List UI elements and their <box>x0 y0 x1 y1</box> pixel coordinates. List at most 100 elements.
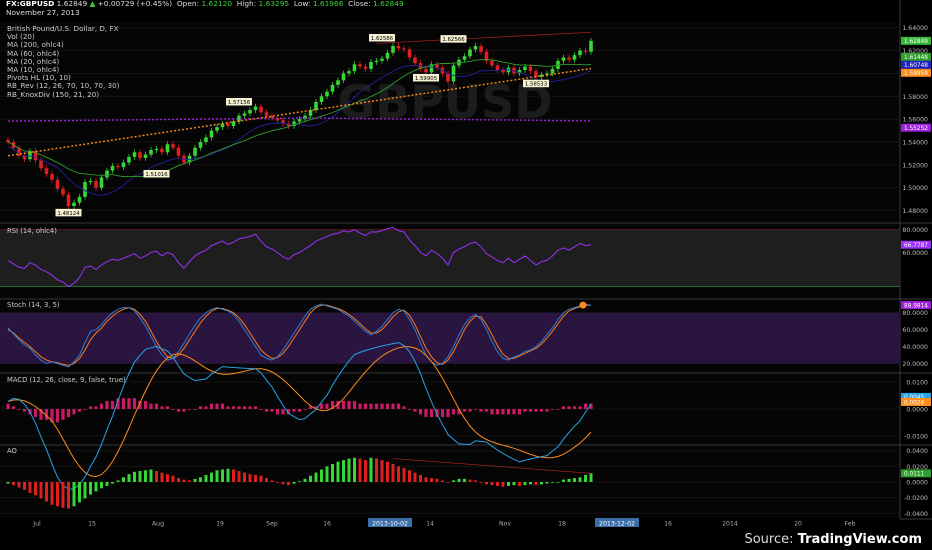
ao-bar <box>336 461 340 482</box>
price-last-value-tag: 1.62849 <box>904 39 928 45</box>
candle-body <box>270 115 274 118</box>
rsi-pane-title[interactable]: RSI (14, ohlc4) <box>7 227 57 235</box>
indicator-item[interactable]: RB_Rev (12, 26, 70, 10, 70, 30) <box>7 81 120 91</box>
ao-bar <box>386 461 389 482</box>
time-axis-bg <box>0 518 900 528</box>
macd-histogram-bar <box>534 409 538 412</box>
macd-histogram-bar <box>242 406 247 409</box>
price-tick-label: 1.54000 <box>902 140 928 147</box>
candle-body <box>308 110 313 116</box>
macd-pane-title[interactable]: MACD (12, 26, close, 9, false, true) <box>7 376 126 384</box>
candle-body <box>490 60 494 66</box>
pivot-label: 1.51016 <box>145 172 168 178</box>
ao-bar <box>501 482 505 487</box>
stoch-tick-label: 80.0000 <box>902 310 928 317</box>
ao-pane-title[interactable]: AO <box>7 447 17 455</box>
stoch-pane-title[interactable]: Stoch (14, 3, 5) <box>7 301 60 309</box>
price-tick-label: 1.56000 <box>902 117 928 124</box>
ao-bar <box>545 482 549 484</box>
candle-body <box>39 160 43 169</box>
ao-bar <box>331 464 334 482</box>
macd-histogram-bar <box>341 400 346 409</box>
macd-histogram-bar <box>204 406 208 409</box>
macd-histogram-bar <box>308 406 313 409</box>
rsi-tick-label: 60.0000 <box>902 250 928 257</box>
stoch-k-line <box>7 303 592 368</box>
pivot-label: 1.59905 <box>415 76 437 82</box>
ao-last-value-tag-bg <box>901 469 931 478</box>
ao-bar <box>474 480 477 482</box>
indicator-item[interactable]: Pivots HL (10, 10) <box>7 73 71 83</box>
indicator-item[interactable]: Vol (20) <box>7 32 35 42</box>
candle-body <box>143 154 148 158</box>
time-axis-label: 16 <box>323 521 331 528</box>
macd-histogram-bar <box>88 406 93 409</box>
macd-tick-label: 0.0100 <box>906 380 928 387</box>
ao-bar <box>100 482 103 489</box>
candle-body <box>231 121 236 126</box>
ao-bar <box>265 478 268 482</box>
indicator-item[interactable]: MA (60, ohlc4) <box>7 48 60 58</box>
macd-histogram-bar <box>39 409 43 420</box>
ao-bar <box>397 466 400 482</box>
indicator-item[interactable]: MA (20, ohlc4) <box>7 56 60 66</box>
ao-bar <box>67 482 70 509</box>
ao-bar <box>61 482 65 508</box>
open-value: 1.62120 <box>201 0 233 8</box>
pane-bg-main <box>0 22 900 222</box>
ao-bar <box>28 482 32 493</box>
symbol-header: FX:GBPUSD 1.62849 ▲ +0.00729 (+0.45%) Op… <box>6 0 404 17</box>
pivot-label: 1.48124 <box>57 211 80 217</box>
ma20-line <box>7 59 592 178</box>
ao-last-value-tag: 0.0111 <box>904 472 925 478</box>
macd-histogram-bar <box>457 409 461 415</box>
macd-histogram-bar <box>462 409 467 412</box>
macd-histogram-bar <box>385 403 390 409</box>
price-last-value-tag: 1.55252 <box>904 126 928 132</box>
candle-body <box>209 130 214 138</box>
macd-histogram-bar <box>561 406 566 409</box>
candle-body <box>396 46 401 49</box>
candle-body <box>297 119 302 122</box>
ao-bar <box>50 482 54 505</box>
open-label: Open: <box>176 0 200 8</box>
tradingview-brand[interactable]: TradingView.com <box>797 532 922 547</box>
macd-histogram-bar <box>6 403 10 409</box>
macd-histogram-bar <box>66 409 71 418</box>
macd-histogram-bar <box>347 400 351 409</box>
macd-histogram-bar <box>160 406 164 409</box>
ao-bar <box>358 458 362 482</box>
ao-bar <box>457 478 461 482</box>
macd-histogram-bar <box>99 403 104 409</box>
ao-bar <box>259 475 263 482</box>
ao-bar <box>166 474 169 482</box>
ao-bar <box>127 474 131 482</box>
ao-bar <box>204 474 208 482</box>
pivot-label-bg <box>440 35 467 43</box>
candle-body <box>66 194 71 206</box>
ao-bar <box>237 471 241 482</box>
candle-body <box>523 66 527 70</box>
ao-bar <box>375 458 378 482</box>
indicator-item[interactable]: RB_KnoxDiv (150, 21, 20) <box>7 89 100 99</box>
ao-bar <box>468 479 472 482</box>
ao-bar <box>485 482 488 485</box>
candle-body <box>385 52 390 59</box>
indicator-item[interactable]: MA (200, ohlc4) <box>7 40 64 50</box>
price-change: +0.00729 (+0.45%) <box>97 0 173 8</box>
ao-bar <box>518 482 521 486</box>
macd-histogram-bar <box>473 409 478 410</box>
candle-body <box>578 50 582 56</box>
ao-bar <box>23 482 26 490</box>
ao-bar <box>435 478 439 482</box>
macd-histogram-bar <box>264 409 269 412</box>
indicator-item[interactable]: MA (10, ohlc4) <box>7 65 60 75</box>
time-axis-label: 2013-10-02 <box>372 521 408 528</box>
macd-histogram-bar <box>440 409 445 418</box>
time-axis-highlight <box>595 518 639 527</box>
macd-histogram-bar <box>116 398 120 409</box>
ao-bar <box>479 482 483 483</box>
candle-body <box>259 106 263 113</box>
indicator-item[interactable]: British Pound/U.S. Dollar, D, FX <box>7 24 119 33</box>
